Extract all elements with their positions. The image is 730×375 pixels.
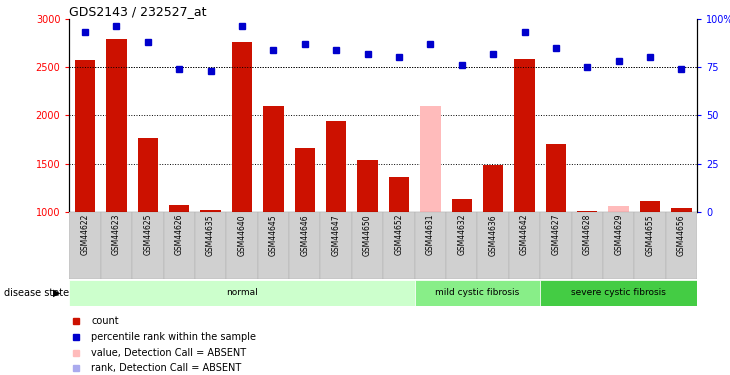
Bar (69, 280, 415, 306)
Bar (540, 280, 697, 306)
Bar (672, 208, 691, 212)
Bar (415, 280, 540, 306)
Bar (666, 212, 697, 279)
Bar (477, 212, 509, 279)
Bar (572, 212, 603, 279)
Bar (326, 121, 346, 212)
Text: count: count (91, 316, 119, 326)
Text: percentile rank within the sample: percentile rank within the sample (91, 332, 256, 342)
Bar (634, 212, 666, 279)
Bar (258, 212, 289, 279)
Bar (169, 205, 189, 212)
Text: GSM44627: GSM44627 (551, 214, 561, 255)
Text: severe cystic fibrosis: severe cystic fibrosis (572, 288, 666, 297)
Text: GSM44650: GSM44650 (363, 214, 372, 255)
Bar (509, 212, 540, 279)
Bar (603, 212, 634, 279)
Bar (201, 210, 220, 212)
Bar (415, 212, 446, 279)
Bar (577, 211, 597, 212)
Bar (195, 212, 226, 279)
Bar (164, 212, 195, 279)
Bar (483, 165, 503, 212)
Text: GDS2143 / 232527_at: GDS2143 / 232527_at (69, 4, 207, 18)
Text: GSM44646: GSM44646 (300, 214, 310, 255)
Bar (69, 212, 101, 279)
Text: GSM44645: GSM44645 (269, 214, 278, 255)
Text: GSM44656: GSM44656 (677, 214, 686, 255)
Text: normal: normal (226, 288, 258, 297)
Text: GSM44655: GSM44655 (645, 214, 655, 255)
Text: GSM44652: GSM44652 (394, 214, 404, 255)
Text: mild cystic fibrosis: mild cystic fibrosis (435, 288, 520, 297)
Text: GSM44647: GSM44647 (331, 214, 341, 255)
Text: GSM44632: GSM44632 (457, 214, 466, 255)
Text: GSM44622: GSM44622 (80, 214, 90, 255)
Bar (138, 138, 158, 212)
Bar (358, 160, 377, 212)
Bar (540, 212, 572, 279)
Bar (75, 60, 95, 212)
Bar (264, 106, 283, 212)
Bar (101, 212, 132, 279)
Bar (452, 200, 472, 212)
Text: GSM44623: GSM44623 (112, 214, 121, 255)
Text: GSM44626: GSM44626 (174, 214, 184, 255)
Bar (420, 106, 440, 212)
Bar (107, 39, 126, 212)
Text: GSM44629: GSM44629 (614, 214, 623, 255)
Text: value, Detection Call = ABSENT: value, Detection Call = ABSENT (91, 348, 247, 358)
Text: GSM44642: GSM44642 (520, 214, 529, 255)
Bar (320, 212, 352, 279)
Bar (226, 212, 258, 279)
Bar (132, 212, 164, 279)
Bar (389, 177, 409, 212)
Bar (383, 212, 415, 279)
Bar (295, 148, 315, 212)
Text: GSM44625: GSM44625 (143, 214, 153, 255)
Bar (515, 59, 534, 212)
Text: disease state: disease state (4, 288, 69, 298)
Bar (640, 201, 660, 212)
Bar (232, 42, 252, 212)
Text: GSM44635: GSM44635 (206, 214, 215, 255)
Text: GSM44631: GSM44631 (426, 214, 435, 255)
Bar (609, 206, 629, 212)
Text: ▶: ▶ (53, 288, 61, 298)
Bar (289, 212, 320, 279)
Text: GSM44640: GSM44640 (237, 214, 247, 255)
Bar (352, 212, 383, 279)
Bar (546, 144, 566, 212)
Text: rank, Detection Call = ABSENT: rank, Detection Call = ABSENT (91, 363, 242, 374)
Text: GSM44636: GSM44636 (488, 214, 498, 255)
Text: GSM44628: GSM44628 (583, 214, 592, 255)
Bar (446, 212, 477, 279)
